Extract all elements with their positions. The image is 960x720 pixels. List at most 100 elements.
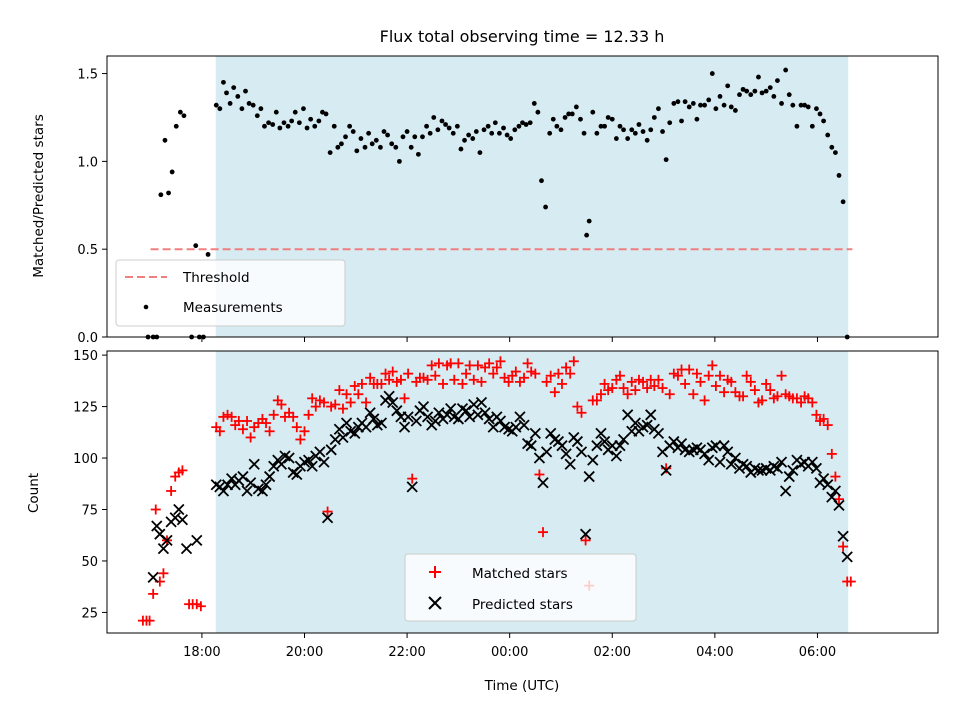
measurement-point — [243, 88, 248, 94]
matched-point — [291, 422, 302, 433]
measurement-point — [527, 120, 533, 126]
measurement-point — [217, 106, 223, 112]
measurement-point — [339, 141, 344, 147]
x-tick-label: 20:00 — [286, 645, 323, 660]
measurement-point — [590, 109, 596, 115]
matched-point — [387, 366, 398, 377]
measurement-point — [431, 115, 437, 120]
measurement-point — [767, 85, 773, 91]
matched-point — [264, 426, 275, 437]
measurement-point — [213, 102, 219, 108]
measurement-point — [554, 123, 560, 129]
measurement-point — [323, 111, 329, 117]
measurement-point — [709, 71, 715, 76]
legend-predicted-label: Predicted stars — [472, 597, 573, 613]
measurement-point — [435, 127, 441, 133]
predicted-point — [787, 464, 799, 477]
measurement-point — [181, 113, 187, 119]
measurement-point — [651, 115, 657, 120]
matched-point — [568, 356, 579, 367]
predicted-point — [722, 446, 734, 458]
matched-point — [288, 411, 299, 422]
measurement-point — [737, 92, 742, 98]
legend-measurements-label: Measurements — [183, 300, 283, 316]
matched-point — [833, 494, 844, 505]
measurement-point — [400, 134, 406, 140]
measurement-point — [354, 148, 360, 154]
legend: Matched stars Predicted stars — [404, 553, 637, 622]
measurements-points — [145, 67, 850, 340]
measurement-point — [740, 86, 746, 92]
measurement-point — [625, 136, 631, 141]
x-tick-label: 06:00 — [799, 645, 836, 660]
legend-box — [115, 259, 346, 327]
predicted-point — [244, 477, 257, 489]
measurement-point — [786, 92, 792, 98]
matched-stars-points — [137, 356, 856, 626]
predicted-point — [806, 456, 818, 468]
measurement-point — [312, 123, 318, 129]
measurement-point — [443, 122, 448, 127]
measurement-point — [775, 78, 780, 83]
predicted-point — [564, 458, 576, 470]
predicted-point — [441, 409, 453, 421]
measurement-point — [744, 88, 750, 94]
matched-point — [657, 383, 668, 394]
measurement-point — [489, 130, 495, 136]
predicted-point — [510, 421, 522, 433]
matched-point — [361, 397, 372, 408]
predicted-stars-points — [147, 390, 853, 584]
measurement-point — [759, 90, 765, 96]
predicted-point — [263, 470, 276, 483]
matched-point — [838, 541, 849, 552]
measurement-point — [262, 123, 267, 129]
matched-point — [664, 389, 675, 400]
measurement-point — [162, 137, 168, 143]
measurement-point — [439, 118, 445, 124]
matched-point — [476, 376, 487, 387]
measurement-point — [725, 83, 731, 89]
legend-measurements-marker — [143, 304, 149, 310]
predicted-point — [217, 485, 230, 497]
predicted-point — [579, 528, 592, 540]
count-panel: 25 50 75 100 125 150 18:00 20:00 22:00 00:00 02:0… — [26, 349, 939, 694]
measurement-point — [779, 101, 784, 106]
measurement-point — [404, 129, 410, 134]
matched-point — [453, 358, 464, 369]
predicted-point — [783, 470, 795, 483]
measurement-point — [636, 122, 642, 127]
measurement-point — [790, 102, 796, 108]
measurement-point — [331, 123, 337, 129]
predicted-point — [660, 464, 672, 477]
measurement-point — [454, 123, 460, 129]
predicted-point — [571, 435, 584, 448]
y-tick-label: 125 — [73, 401, 98, 416]
matched-point — [719, 387, 730, 398]
measurement-point — [829, 144, 835, 150]
matched-point — [150, 504, 161, 515]
x-axis-label: Time (UTC) — [484, 678, 560, 694]
predicted-point — [714, 456, 726, 468]
x-tick-label: 00:00 — [491, 645, 528, 660]
measurement-point — [270, 122, 276, 127]
matched-point — [630, 385, 641, 396]
matched-point — [565, 368, 576, 379]
matched-point — [422, 374, 433, 385]
predicted-point — [841, 551, 853, 563]
predicted-point — [291, 468, 303, 481]
predicted-point — [275, 458, 288, 470]
measurement-point — [177, 109, 183, 115]
y-tick-label: 100 — [73, 452, 98, 467]
predicted-point — [349, 427, 361, 439]
measurement-point — [501, 125, 506, 131]
measurement-point — [802, 102, 808, 108]
matched-point — [595, 389, 606, 400]
measurement-point — [686, 104, 692, 110]
measurement-point — [366, 130, 372, 136]
measurement-point — [798, 102, 804, 108]
measurement-point — [562, 115, 568, 120]
matched-point — [695, 376, 706, 387]
x-tick-label: 18:00 — [183, 645, 220, 660]
predicted-point — [525, 440, 537, 452]
matched-point — [534, 469, 545, 480]
